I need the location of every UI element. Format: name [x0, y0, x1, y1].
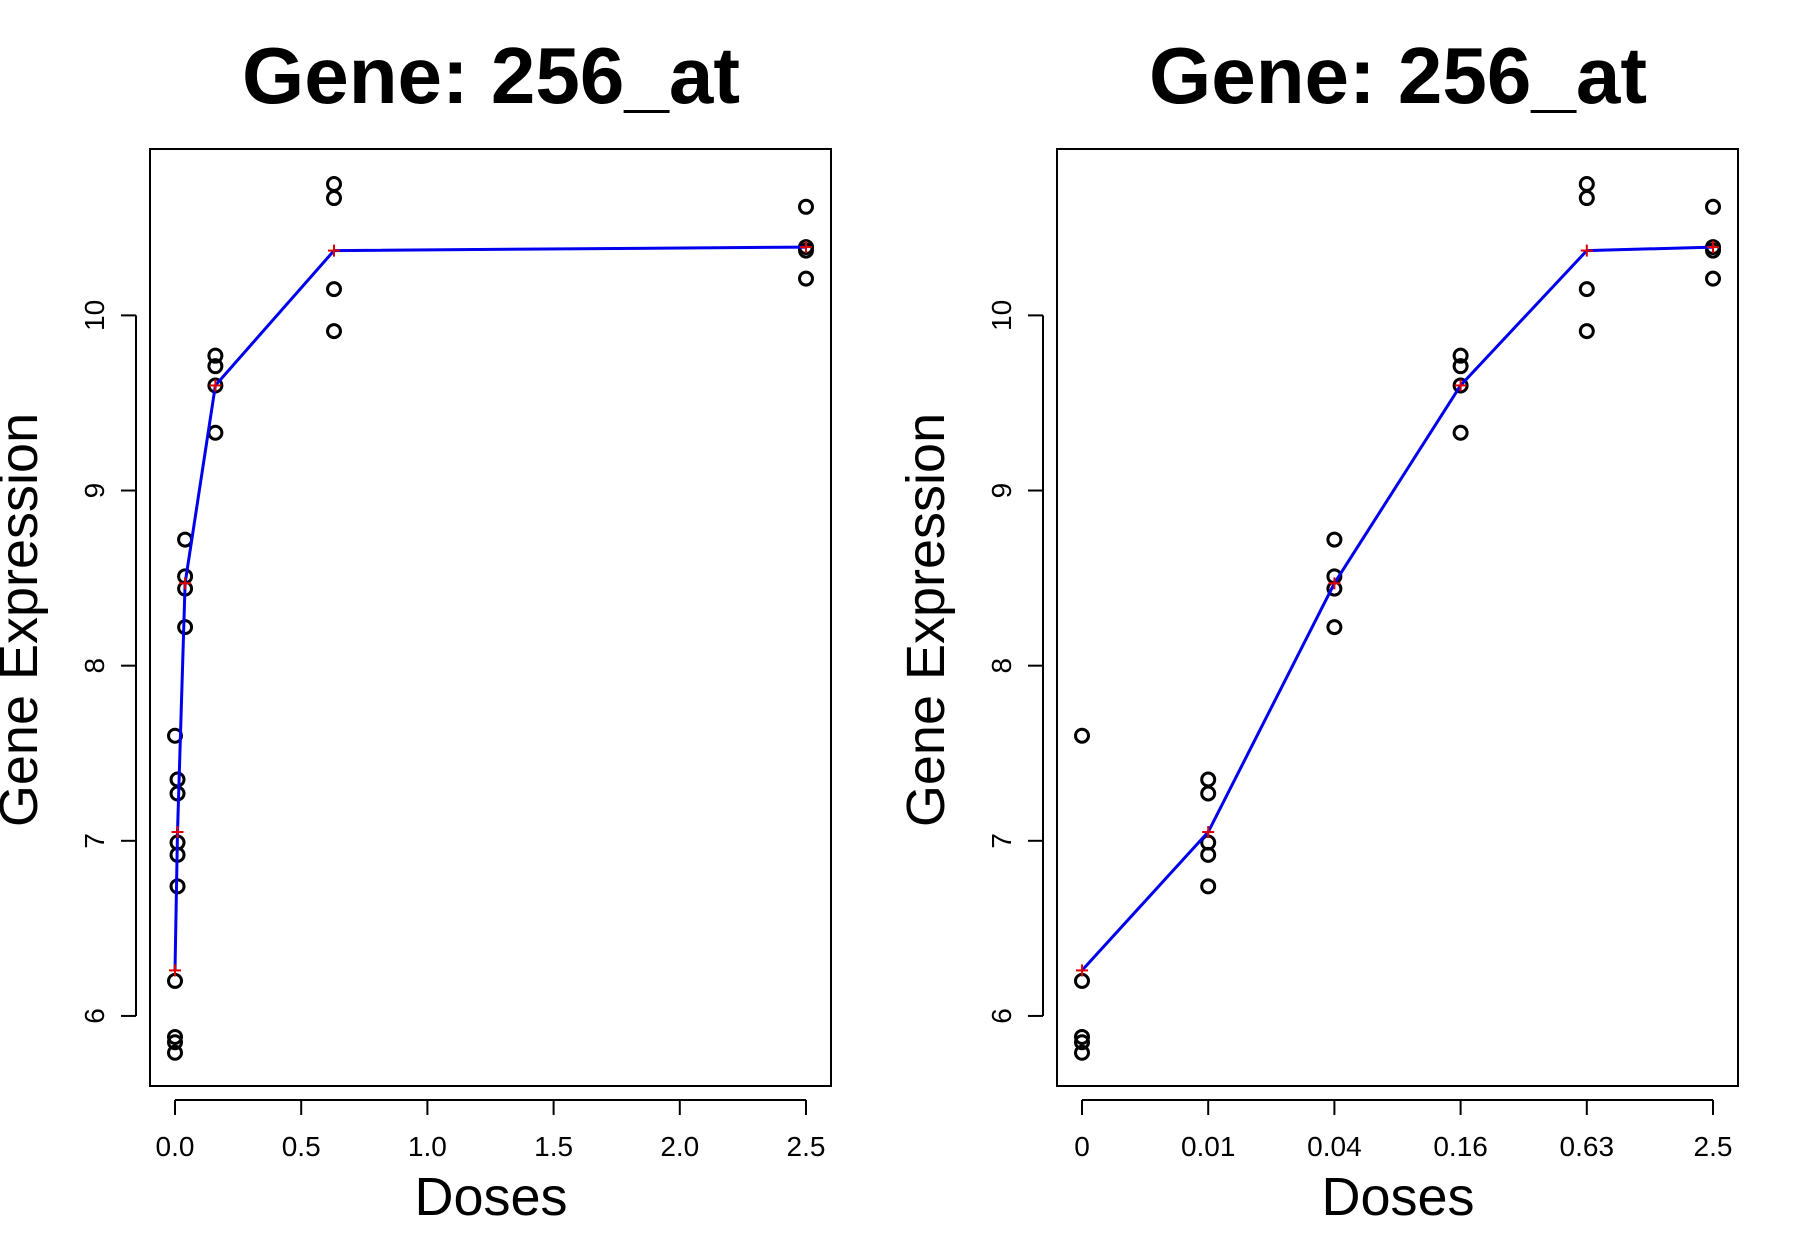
x-axis-label: Doses	[414, 1167, 567, 1227]
y-axis: 6 7 8 9 10	[79, 300, 137, 1024]
x-axis: 0.0 0.5 1.0 1.5 2.0 2.5	[156, 1099, 826, 1162]
y-tick-label: 8	[79, 658, 110, 674]
x-tick-label: 2.0	[660, 1131, 699, 1162]
mean-marker	[1202, 826, 1215, 839]
y-axis: 6 7 8 9 10	[986, 300, 1044, 1024]
y-tick-label: 10	[986, 300, 1017, 331]
chart-title: Gene: 256_at	[1149, 31, 1647, 120]
data-point	[326, 190, 343, 207]
data-point	[1074, 727, 1090, 744]
data-point	[1074, 1034, 1090, 1051]
data-point	[1578, 323, 1595, 340]
data-point	[1452, 377, 1469, 394]
y-tick-label: 7	[986, 833, 1017, 849]
plot-frame	[149, 148, 832, 1087]
data-point	[798, 198, 814, 215]
mean-marker	[171, 826, 184, 839]
data-point	[1074, 1028, 1090, 1045]
mean-marker	[1707, 241, 1719, 254]
plot-frame	[1056, 148, 1739, 1087]
data-point	[326, 323, 343, 340]
x-tick-label: 0.04	[1307, 1131, 1362, 1162]
data-point	[1200, 771, 1217, 788]
data-point	[1326, 619, 1343, 636]
y-axis-label: Gene Expression	[896, 413, 956, 827]
mean-marker	[179, 577, 192, 590]
x-tick-label: 0	[1074, 1131, 1090, 1162]
data-point	[1074, 1044, 1090, 1061]
data-point	[1326, 531, 1343, 548]
data-point	[1578, 176, 1595, 193]
mean-marker	[1454, 379, 1467, 392]
chart-title: Gene: 256_at	[242, 31, 740, 120]
mean-marker	[800, 241, 812, 254]
x-axis-label: Doses	[1321, 1167, 1474, 1227]
mean-marker	[169, 964, 181, 977]
x-tick-label: 1.0	[408, 1131, 447, 1162]
x-tick-label: 0.01	[1181, 1131, 1236, 1162]
data-point	[326, 176, 343, 193]
x-tick-label: 1.5	[534, 1131, 573, 1162]
data-point	[167, 1028, 183, 1045]
y-tick-label: 8	[986, 658, 1017, 674]
y-tick-label: 10	[79, 300, 110, 331]
mean-marker	[209, 379, 222, 392]
data-point	[1578, 190, 1595, 207]
data-point	[1200, 785, 1217, 802]
data-point	[167, 1044, 183, 1061]
y-axis-label: Gene Expression	[0, 413, 49, 827]
data-point	[326, 281, 343, 298]
chart-panel-categorical: Gene: 256_at Gene Expression Doses 6 7 8 9 1…	[896, 31, 1739, 1227]
mean-marker	[1328, 577, 1341, 590]
data-point	[798, 270, 814, 287]
fit-line	[173, 245, 807, 971]
data-point	[207, 347, 224, 364]
x-tick-label: 2.5	[787, 1131, 826, 1162]
chart-panel-linear: Gene: 256_at Gene Expression Doses 6 7 8 9 1…	[0, 31, 832, 1227]
data-point	[1705, 270, 1721, 287]
mean-marker	[328, 244, 341, 257]
data-point	[1578, 281, 1595, 298]
data-point	[1452, 424, 1469, 441]
data-point	[1705, 198, 1721, 215]
data-point	[1452, 358, 1469, 375]
x-tick-label: 0.16	[1433, 1131, 1488, 1162]
y-tick-label: 7	[79, 833, 110, 849]
y-tick-label: 9	[986, 483, 1017, 499]
x-tick-label: 0.0	[156, 1131, 195, 1162]
data-point	[207, 424, 224, 441]
data-point	[1200, 878, 1217, 895]
mean-marker	[1076, 964, 1088, 977]
data-point	[1452, 347, 1469, 364]
data-point	[207, 358, 224, 375]
mean-marker	[1580, 244, 1593, 257]
y-tick-label: 6	[986, 1008, 1017, 1024]
plot-area	[1074, 176, 1721, 1061]
y-tick-label: 6	[79, 1008, 110, 1024]
x-axis: 0 0.01 0.04 0.16 0.63 2.5	[1074, 1099, 1733, 1162]
x-tick-label: 0.5	[282, 1131, 321, 1162]
data-point	[167, 1034, 183, 1051]
fit-line	[1080, 245, 1714, 972]
x-tick-label: 2.5	[1694, 1131, 1733, 1162]
plot-area	[167, 176, 814, 1061]
y-tick-label: 9	[79, 483, 110, 499]
x-tick-label: 0.63	[1560, 1131, 1615, 1162]
